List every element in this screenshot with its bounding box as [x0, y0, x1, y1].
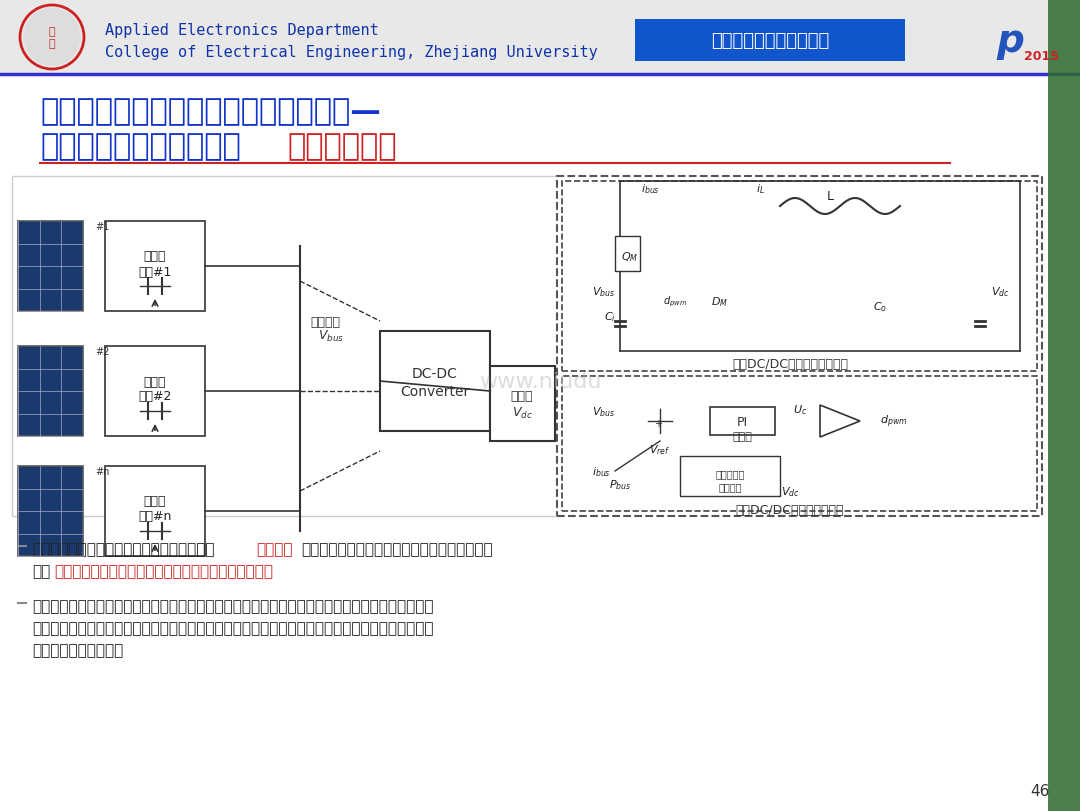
Text: 功率优: 功率优: [144, 495, 166, 508]
Text: $d_{pwm}$: $d_{pwm}$: [663, 294, 687, 309]
Text: Converter: Converter: [401, 384, 470, 398]
Text: $D_M$: $D_M$: [712, 294, 729, 308]
Text: 控制器: 控制器: [732, 431, 752, 441]
Bar: [18, 466, 83, 556]
Text: L: L: [826, 191, 834, 204]
Bar: [380, 332, 490, 431]
Text: $V_{bus}$: $V_{bus}$: [592, 285, 616, 298]
Bar: [710, 407, 775, 436]
Text: 简化系统结构: 简化系统结构: [287, 132, 397, 161]
Text: Applied Electronics Department: Applied Electronics Department: [105, 23, 379, 37]
Text: DC-DC: DC-DC: [413, 367, 458, 380]
Text: $V_{bus}$: $V_{bus}$: [592, 405, 616, 418]
Text: $V_{dc}$: $V_{dc}$: [990, 285, 1010, 298]
Text: #2: #2: [95, 346, 109, 357]
Bar: [615, 237, 640, 272]
Text: College of Electrical Engineering, Zhejiang University: College of Electrical Engineering, Zheji…: [105, 45, 597, 59]
Bar: [0, 0, 1080, 75]
Text: $U_c$: $U_c$: [793, 402, 807, 416]
Text: 降低了系统控制的复杂度，同时也降低了系统的成本。: 降低了系统控制的复杂度，同时也降低了系统的成本。: [54, 564, 273, 579]
Bar: [105, 346, 205, 436]
Text: $V_{dc}$: $V_{dc}$: [781, 484, 799, 498]
Bar: [12, 177, 557, 517]
Text: 无通讯电池浮充控制策略: 无通讯电池浮充控制策略: [40, 132, 241, 161]
Text: 后级DC/DC变换器主功率电路: 后级DC/DC变换器主功率电路: [732, 358, 848, 371]
Bar: [557, 177, 1042, 517]
Circle shape: [24, 10, 80, 66]
Bar: [680, 457, 780, 496]
Text: $P_{bus}$: $P_{bus}$: [609, 478, 631, 491]
Text: $V_{dc}$: $V_{dc}$: [512, 405, 532, 420]
Bar: [562, 182, 1037, 371]
Text: +: +: [654, 418, 662, 428]
Bar: [635, 20, 905, 62]
Text: 压控制器: 压控制器: [718, 482, 742, 491]
Text: PI: PI: [737, 415, 747, 428]
Text: $C_i$: $C_i$: [604, 310, 616, 324]
Text: $V_{bus}$: $V_{bus}$: [318, 328, 345, 343]
Text: 不仅: 不仅: [32, 564, 51, 579]
Text: 后级变换器根据电池的输出电压的大小将直流母线电压控制在两个不同的电压等级处。通过直流母线: 后级变换器根据电池的输出电压的大小将直流母线电压控制在两个不同的电压等级处。通过…: [32, 599, 433, 614]
Text: 2015: 2015: [1025, 50, 1059, 63]
Text: 的情况下实现光伏板对电池浮动充电的自适应，: 的情况下实现光伏板对电池浮动充电的自适应，: [301, 542, 492, 557]
Text: $i_{bus}$: $i_{bus}$: [640, 182, 660, 195]
Text: 无需通讯: 无需通讯: [256, 542, 293, 557]
Text: 进行最大功率点跟踪。: 进行最大功率点跟踪。: [32, 642, 123, 658]
Bar: [105, 466, 205, 556]
Text: $d_{pwm}$: $d_{pwm}$: [880, 414, 907, 430]
Text: 功率优: 功率优: [144, 250, 166, 264]
Polygon shape: [820, 406, 860, 437]
Text: $V_{ref}$: $V_{ref}$: [649, 443, 671, 457]
Text: p: p: [996, 22, 1024, 60]
Text: $C_o$: $C_o$: [873, 300, 887, 314]
Text: 电压的变化将电池充电情况传递到前级系统，前级功率优化器根据直流母线电压变化情况来决定是否: 电压的变化将电池充电情况传递到前级系统，前级功率优化器根据直流母线电压变化情况来…: [32, 620, 433, 636]
Text: 直流母线电: 直流母线电: [715, 469, 745, 478]
Bar: [105, 221, 205, 311]
Text: 46: 46: [1030, 783, 1050, 799]
Bar: [490, 367, 555, 441]
Text: $Q_M$: $Q_M$: [621, 250, 638, 264]
Text: 化器#2: 化器#2: [138, 390, 172, 403]
Text: 电池组: 电池组: [511, 390, 534, 403]
Text: 无通讯浮动充电控制方法可以在前后两级之间: 无通讯浮动充电控制方法可以在前后两级之间: [32, 542, 215, 557]
Text: $i_{bus}$: $i_{bus}$: [592, 465, 611, 478]
Text: 两级式串联型光伏功率优化器系统研究—: 两级式串联型光伏功率优化器系统研究—: [40, 97, 381, 127]
Bar: [1048, 0, 1080, 811]
Text: 直流母线: 直流母线: [310, 315, 340, 328]
Circle shape: [648, 410, 672, 433]
Text: 化器#1: 化器#1: [138, 265, 172, 278]
Text: 浙
大: 浙 大: [49, 27, 55, 49]
Bar: [18, 346, 83, 436]
Bar: [562, 376, 1037, 512]
Text: $i_L$: $i_L$: [756, 182, 765, 195]
Text: 功率优化器研究（部分）: 功率优化器研究（部分）: [711, 32, 829, 50]
Text: 功率优: 功率优: [144, 375, 166, 388]
Text: 化器#n: 化器#n: [138, 510, 172, 523]
Text: #1: #1: [95, 221, 109, 232]
Bar: [18, 221, 83, 311]
Text: www.niudu: www.niudu: [478, 371, 602, 392]
Text: 后级DC/DC变换器控制电路: 后级DC/DC变换器控制电路: [735, 503, 845, 516]
Bar: [10, 172, 1040, 521]
Text: #n: #n: [95, 466, 109, 476]
